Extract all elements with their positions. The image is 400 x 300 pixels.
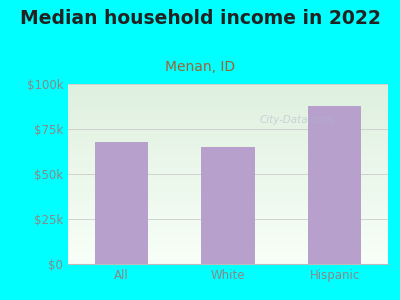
Text: Menan, ID: Menan, ID bbox=[165, 60, 235, 74]
Text: City-Data.com: City-Data.com bbox=[260, 115, 334, 125]
Bar bbox=[201, 147, 255, 264]
Bar bbox=[308, 106, 361, 264]
Text: Median household income in 2022: Median household income in 2022 bbox=[20, 9, 380, 28]
Bar bbox=[95, 142, 148, 264]
